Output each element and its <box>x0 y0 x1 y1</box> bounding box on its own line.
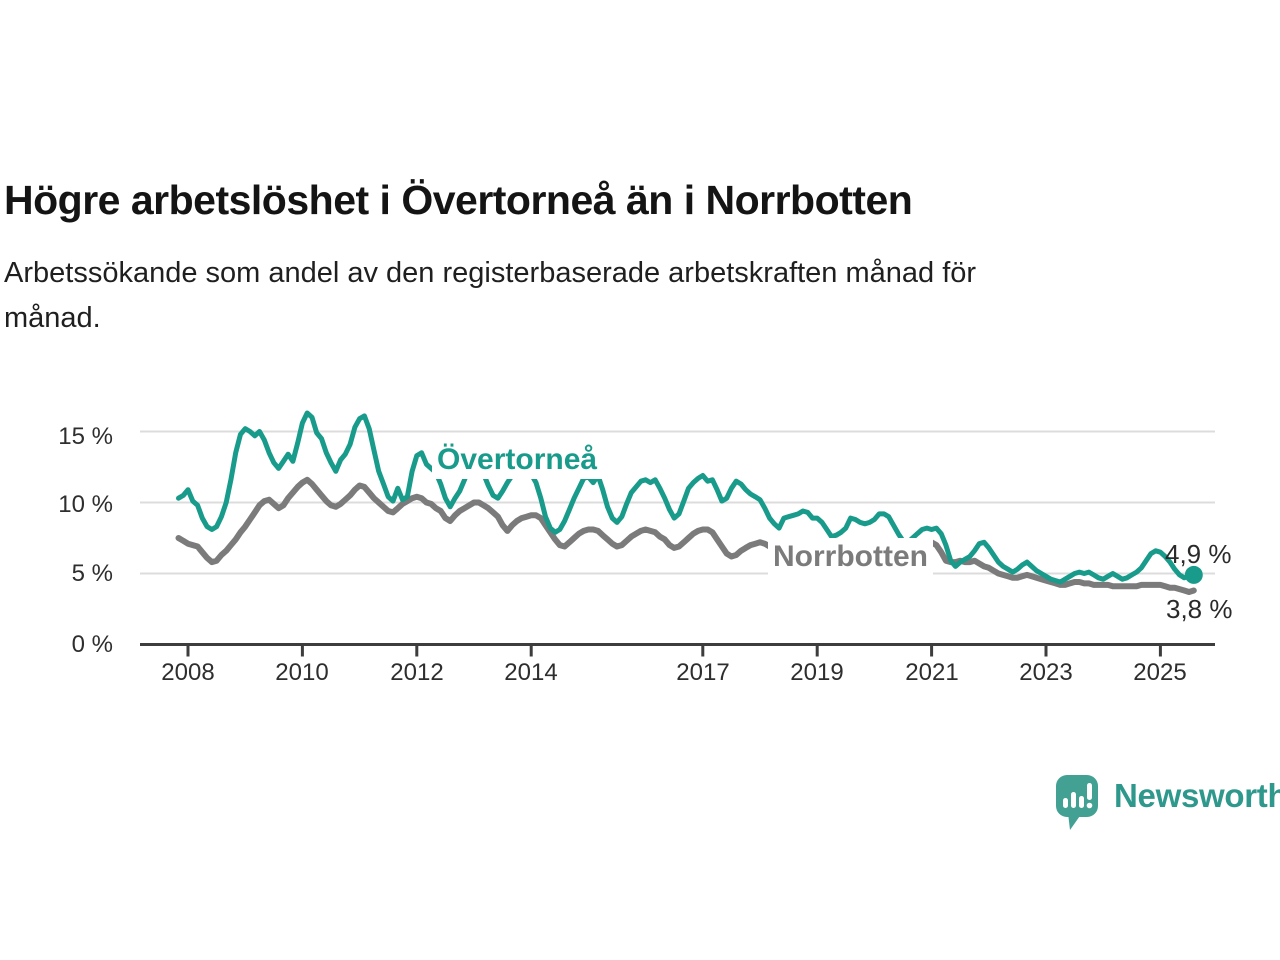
x-axis-tick-label: 2014 <box>504 659 558 686</box>
y-axis-tick-label: 15 % <box>58 423 113 450</box>
end-value-label-norrbotten: 3,8 % <box>1166 594 1233 624</box>
x-axis-tick-label: 2017 <box>676 659 730 686</box>
newsworthy-brand: Newsworthy <box>1054 773 1280 833</box>
series-label-overtornea: Övertorneå <box>432 441 603 479</box>
y-axis-tick-label: 0 % <box>71 631 113 658</box>
brand-wordmark: Newsworthy <box>1114 777 1280 814</box>
series-label-norrbotten: Norrbotten <box>768 538 933 576</box>
end-value-label-overtornea: 4,9 % <box>1165 539 1232 569</box>
x-axis-tick-label: 2025 <box>1133 659 1187 686</box>
x-axis-tick-label: 2021 <box>905 659 959 686</box>
newsworthy-logo-icon <box>1056 775 1098 830</box>
x-axis-tick-label: 2008 <box>161 659 215 686</box>
x-axis-tick-label: 2023 <box>1019 659 1073 686</box>
page-subtitle-line2: månad. <box>4 302 101 334</box>
page-title: Högre arbetslöshet i Övertorneå än i Nor… <box>4 177 913 224</box>
y-axis-tick-label: 5 % <box>71 560 113 587</box>
x-axis-tick-label: 2012 <box>390 659 444 686</box>
y-axis-tick-label: 10 % <box>58 491 113 518</box>
x-axis-tick-label: 2019 <box>790 659 844 686</box>
page-subtitle-line1: Arbetssökande som andel av den registerb… <box>4 257 977 289</box>
x-axis-tick-label: 2010 <box>275 659 329 686</box>
